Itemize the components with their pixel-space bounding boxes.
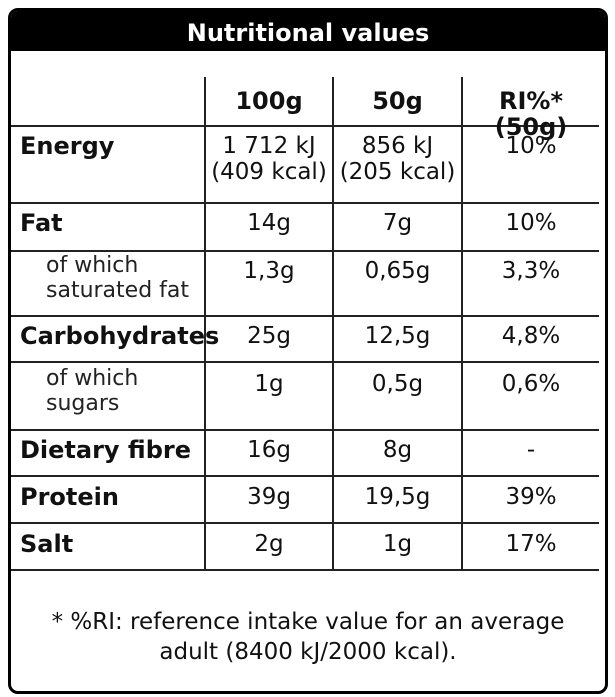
row-label-sugars: of which sugars: [46, 366, 139, 416]
salt-50g: 1g: [382, 531, 413, 557]
protein-100g: 39g: [247, 484, 291, 510]
row-label-energy: Energy: [20, 132, 115, 160]
fat-ri: 10%: [505, 210, 557, 236]
rule-col1: [204, 77, 206, 569]
salt-100g: 2g: [254, 531, 284, 557]
row-label-saturated-fat: of which saturated fat: [46, 253, 190, 303]
col-header-50g: 50g: [372, 87, 423, 115]
sugars-100g: 1g: [254, 371, 284, 397]
col-header-ri: RI%* (50g): [494, 87, 568, 141]
fat-100g: 14g: [247, 210, 291, 236]
footnote: * %RI: reference intake value for an ave…: [51, 609, 565, 665]
energy-50g: 856 kJ (205 kcal): [339, 133, 456, 185]
row-label-fat: Fat: [20, 209, 63, 237]
rule-salt-bottom: [11, 569, 599, 571]
rule-col2: [332, 77, 334, 569]
rule-carbs-bottom: [11, 361, 599, 363]
sugars-ri: 0,6%: [501, 371, 561, 397]
panel-title: Nutritional values: [11, 11, 605, 51]
satfat-ri: 3,3%: [501, 258, 561, 284]
salt-ri: 17%: [505, 531, 557, 557]
protein-ri: 39%: [505, 484, 557, 510]
energy-ri: 10%: [505, 133, 557, 159]
carbs-100g: 25g: [247, 323, 291, 349]
rule-satfat-bottom: [11, 315, 599, 317]
fat-50g: 7g: [382, 210, 413, 236]
carbs-ri: 4,8%: [501, 323, 561, 349]
rule-fat-bottom: [11, 250, 599, 252]
rule-fibre-bottom: [11, 475, 599, 477]
rule-protein-bottom: [11, 522, 599, 524]
row-label-dietary-fibre: Dietary fibre: [20, 436, 192, 464]
rule-header-bottom: [11, 125, 599, 127]
energy-100g: 1 712 kJ (409 kcal): [211, 133, 327, 185]
row-label-salt: Salt: [20, 530, 74, 558]
carbs-50g: 12,5g: [364, 323, 431, 349]
fibre-50g: 8g: [382, 437, 413, 463]
col-header-100g: 100g: [235, 87, 303, 115]
nutrition-panel: Nutritional values 100g 50g RI%* (50g) E…: [8, 8, 608, 694]
fibre-ri: -: [526, 437, 536, 463]
rule-sugars-bottom: [11, 429, 599, 431]
row-label-protein: Protein: [20, 483, 119, 511]
rule-col3: [461, 77, 463, 569]
sugars-50g: 0,5g: [371, 371, 424, 397]
satfat-50g: 0,65g: [364, 258, 431, 284]
rule-energy-bottom: [11, 202, 599, 204]
protein-50g: 19,5g: [364, 484, 431, 510]
satfat-100g: 1,3g: [243, 258, 295, 284]
row-label-carbohydrates: Carbohydrates: [20, 322, 220, 350]
fibre-100g: 16g: [247, 437, 291, 463]
